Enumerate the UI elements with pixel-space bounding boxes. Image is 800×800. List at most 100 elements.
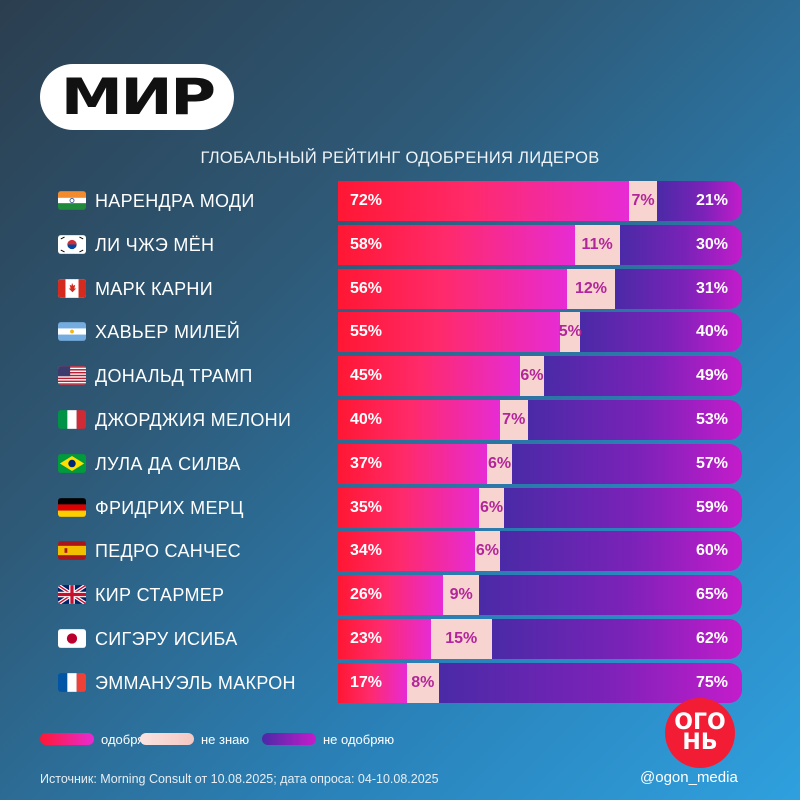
bar-segment-approve: [338, 531, 476, 572]
chart-row: МАРК КАРНИ 56% 12% 31%: [0, 268, 800, 309]
usa-flag-icon: [58, 366, 86, 386]
stacked-bar: 56% 12% 31%: [338, 268, 742, 309]
france-flag-icon: [58, 672, 86, 692]
italy-flag-icon: [58, 410, 86, 429]
stacked-bar: 58% 11% 30%: [338, 224, 742, 265]
bar-segment-approve: [338, 181, 629, 221]
data-label-disapprove: 57%: [695, 454, 728, 472]
bar-segment-unknown: [560, 312, 581, 353]
logo-badge: МИР: [40, 64, 234, 130]
brazil-flag-icon: [58, 453, 86, 473]
canada-flag-icon: [58, 278, 86, 298]
category-label: ЛУЛА ДА СИЛВА: [95, 453, 241, 474]
chart-row: НАРЕНДРА МОДИ 72% 7% 21%: [0, 181, 800, 221]
data-label-disapprove: 65%: [695, 586, 728, 604]
chart-row: ЛИ ЧЖЭ МЁН 58% 11% 30%: [0, 224, 800, 265]
data-label-approve: 34%: [350, 542, 383, 560]
data-label-unknown: 12%: [574, 279, 608, 297]
category-label: ДЖОРДЖИЯ МЕЛОНИ: [95, 410, 292, 430]
bar-segment-unknown: [487, 443, 512, 484]
chart-row: ДЖОРДЖИЯ МЕЛОНИ 40% 7% 53%: [0, 400, 800, 440]
bar-segment-disapprove: [511, 443, 742, 484]
category-label: ЛИ ЧЖЭ МЁН: [95, 234, 215, 255]
data-label-approve: 17%: [350, 673, 383, 691]
bar-segment-approve: [338, 400, 500, 440]
category-label: НАРЕНДРА МОДИ: [95, 191, 255, 211]
data-label-disapprove: 49%: [695, 367, 728, 385]
stacked-bar: 17% 8% 75%: [338, 662, 742, 703]
chart-row: ФРИДРИХ МЕРЦ 35% 6% 59%: [0, 487, 800, 528]
bar-segment-unknown: [519, 356, 545, 397]
chart-row: ХАВЬЕР МИЛЕЙ 55% 5% 40%: [0, 312, 800, 353]
bar-segment-approve: [338, 268, 567, 309]
bar-segment-disapprove: [527, 400, 742, 440]
data-label-approve: 40%: [350, 411, 383, 428]
bar-segment-unknown: [406, 662, 439, 703]
category-label: ПЕДРО САНЧЕС: [95, 541, 241, 562]
data-label-unknown: 6%: [479, 498, 504, 516]
brand-logo: ОГО НЬ: [665, 698, 735, 768]
bar-segment-unknown: [628, 181, 658, 221]
bar-segment-disapprove: [657, 181, 742, 221]
legend-label-disapprove: не одобряю: [323, 731, 395, 747]
category-label: МАРК КАРНИ: [95, 278, 213, 299]
legend-item-unknown: не знаю: [140, 731, 249, 747]
bar-segment-unknown: [479, 487, 504, 528]
bar-segment-approve: [338, 662, 407, 703]
brand-line-2: НЬ: [682, 730, 718, 755]
brand-line-1: ОГО: [674, 710, 726, 735]
data-label-approve: 23%: [350, 630, 383, 647]
bar-segment-disapprove: [439, 662, 742, 703]
data-label-disapprove: 53%: [695, 411, 728, 428]
data-label-unknown: 7%: [631, 192, 655, 209]
data-label-disapprove: 30%: [695, 235, 728, 253]
bar-segment-unknown: [499, 400, 528, 440]
data-label-approve: 58%: [350, 235, 383, 253]
stacked-bar: 40% 7% 53%: [338, 400, 742, 440]
uk-flag-icon: [58, 585, 86, 605]
stacked-bar: 23% 15% 62%: [338, 619, 742, 659]
japan-flag-icon: [58, 629, 86, 648]
legend-item-approve: одобряю: [40, 731, 154, 747]
chart-row: ПЕДРО САНЧЕС 34% 6% 60%: [0, 531, 800, 572]
bar-segment-disapprove: [544, 356, 742, 397]
chart-row: КИР СТАРМЕР 26% 9% 65%: [0, 575, 800, 616]
stacked-bar: 45% 6% 49%: [338, 356, 742, 397]
social-handle: @ogon_media: [640, 769, 738, 786]
germany-flag-icon: [58, 497, 86, 517]
data-label-unknown: 15%: [445, 630, 478, 647]
data-label-unknown: 6%: [475, 542, 500, 560]
data-label-approve: 72%: [350, 192, 383, 209]
category-label: ХАВЬЕР МИЛЕЙ: [95, 322, 241, 343]
data-label-disapprove: 21%: [695, 192, 728, 209]
category-label: ФРИДРИХ МЕРЦ: [95, 497, 244, 518]
bar-segment-approve: [338, 224, 575, 265]
bar-segment-disapprove: [619, 224, 742, 265]
chart-row: ЭММАНУЭЛЬ МАКРОН 17% 8% 75%: [0, 662, 800, 703]
data-label-approve: 56%: [350, 279, 383, 297]
bar-segment-disapprove: [499, 531, 742, 572]
data-label-disapprove: 62%: [695, 630, 728, 647]
spain-flag-icon: [58, 541, 86, 561]
bar-segment-approve: [338, 487, 480, 528]
south-korea-flag-icon: [58, 234, 86, 254]
bar-segment-approve: [338, 312, 561, 353]
bar-segment-approve: [338, 619, 431, 659]
category-label: КИР СТАРМЕР: [95, 585, 225, 606]
stacked-bar: 35% 6% 59%: [338, 487, 742, 528]
legend-item-disapprove: не одобряю: [262, 731, 394, 747]
chart-row: ДОНАЛЬД ТРАМП 45% 6% 49%: [0, 356, 800, 397]
data-label-unknown: 6%: [488, 454, 512, 472]
stacked-bar: 72% 7% 21%: [338, 181, 742, 221]
bar-segment-disapprove: [580, 312, 742, 353]
data-label-unknown: 6%: [520, 367, 544, 385]
legend-swatch-unknown: [140, 733, 194, 745]
data-label-disapprove: 60%: [695, 542, 728, 560]
legend-label-unknown: не знаю: [201, 731, 250, 747]
bar-segment-unknown: [566, 268, 616, 309]
source-note: Источник: Morning Consult от 10.08.2025;…: [40, 772, 439, 786]
category-label: ЭММАНУЭЛЬ МАКРОН: [95, 672, 296, 693]
bar-segment-unknown: [574, 224, 620, 265]
data-label-unknown: 11%: [581, 235, 613, 253]
bar-segment-unknown: [443, 575, 480, 616]
